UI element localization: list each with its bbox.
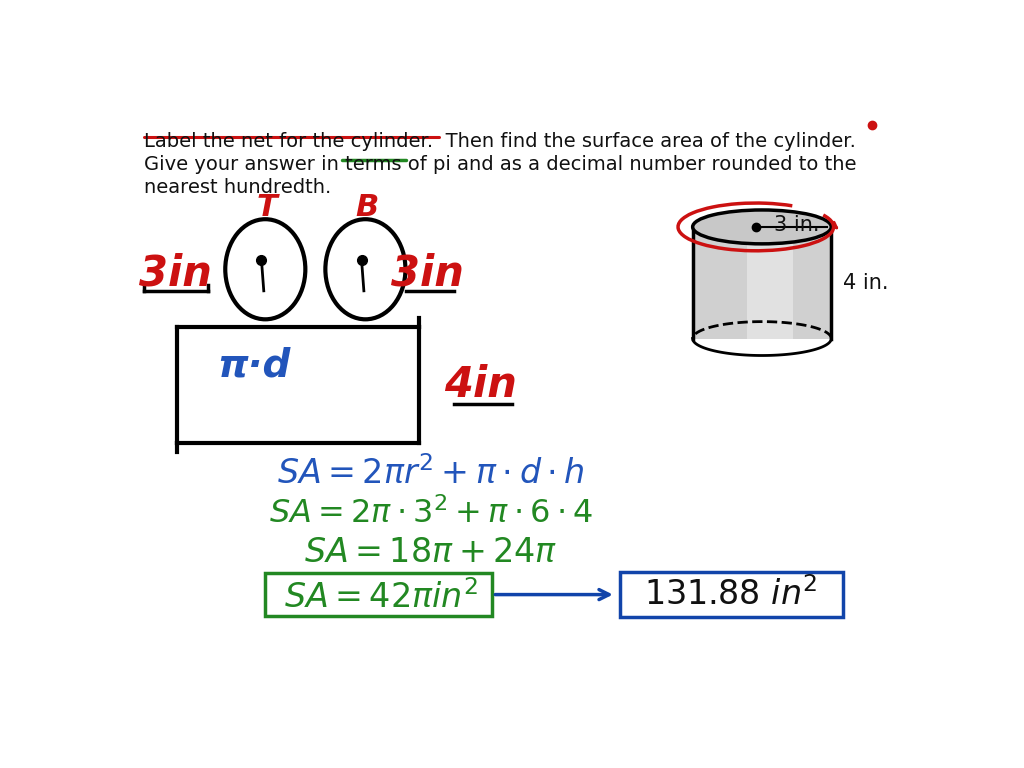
Text: 4 in.: 4 in. [843,273,888,293]
Polygon shape [746,227,793,339]
Polygon shape [692,227,831,339]
Text: Label the net for the cylinder.  Then find the surface area of the cylinder.: Label the net for the cylinder. Then fin… [144,132,856,151]
Text: 4in: 4in [444,364,517,406]
Ellipse shape [692,210,831,244]
Text: $SA= 42\pi in^2$: $SA= 42\pi in^2$ [284,581,478,615]
Text: $SA= 2\pi r^2 +\pi \cdot d \cdot h$: $SA= 2\pi r^2 +\pi \cdot d \cdot h$ [276,456,585,491]
Text: 3in: 3in [390,252,464,294]
Text: 3 in.: 3 in. [773,214,819,234]
Text: B: B [355,194,379,222]
Text: Give your answer in terms of pi and as a decimal number rounded to the: Give your answer in terms of pi and as a… [144,155,857,174]
Text: T: T [256,194,278,222]
Text: 3in: 3in [139,252,212,294]
Text: $SA = 2\pi \cdot 3^2 +\pi \cdot 6 \cdot 4$: $SA = 2\pi \cdot 3^2 +\pi \cdot 6 \cdot … [268,497,593,530]
Text: nearest hundredth.: nearest hundredth. [144,178,332,197]
Text: $SA= 18\pi + 24\pi$: $SA= 18\pi + 24\pi$ [304,536,558,569]
Text: π·d: π·d [217,346,291,385]
Text: $131.88\ in^2$: $131.88\ in^2$ [644,577,818,611]
